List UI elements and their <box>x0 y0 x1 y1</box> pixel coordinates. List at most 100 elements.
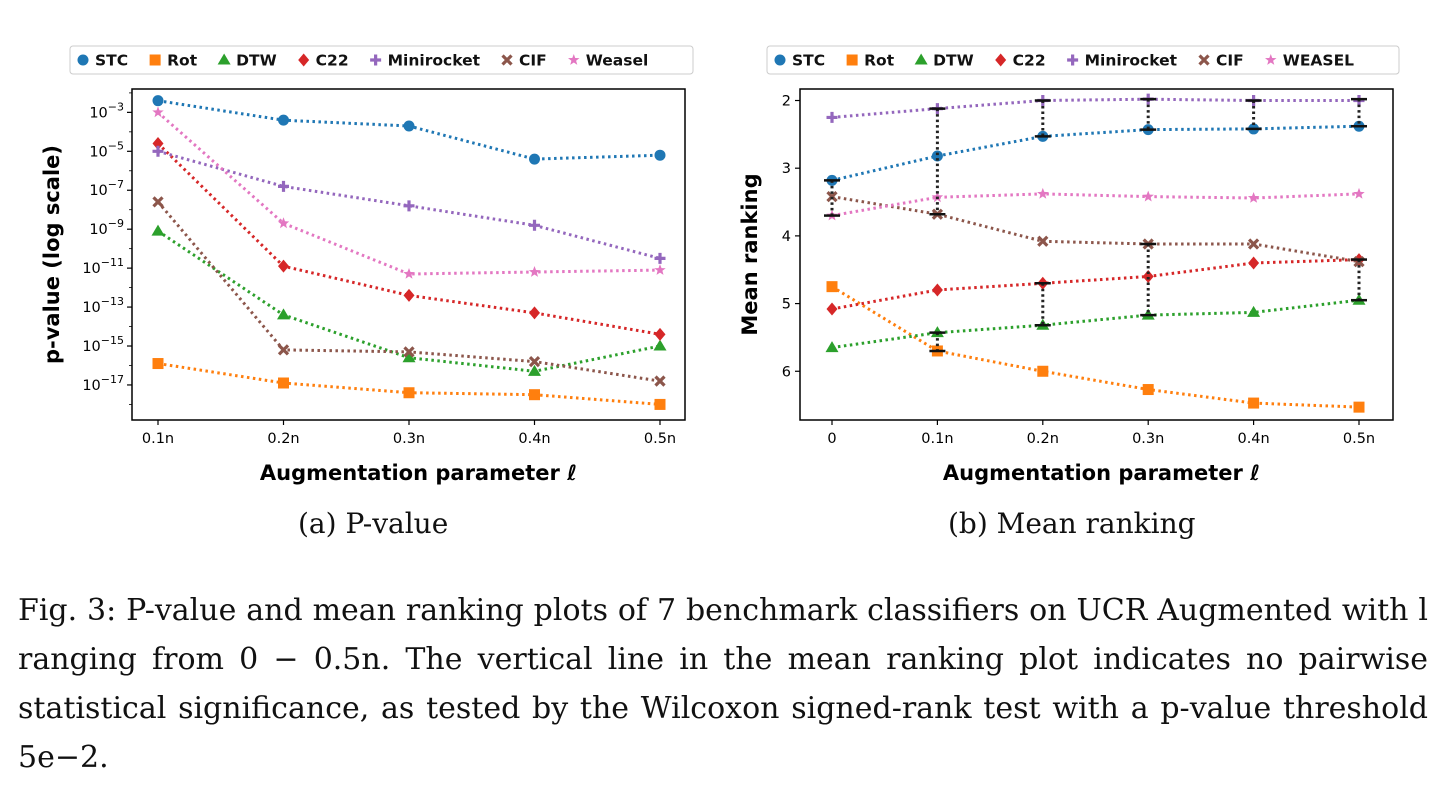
legend-marker-rot <box>846 54 858 66</box>
data-point-dtw <box>653 339 667 351</box>
data-point-dtw <box>277 308 290 320</box>
mean-ranking-chart-svg: STC Rot DTW C22 Minirocket CIF WEASEL 2 3 4 5 6 0 0.1… <box>738 45 1400 485</box>
x-axis-label: Augmentation parameter ℓ <box>260 461 577 485</box>
data-point-rot <box>529 389 540 401</box>
data-point-weasel <box>403 268 415 279</box>
y-tick-label: 6 <box>782 364 791 380</box>
data-point-rot <box>1248 397 1260 409</box>
data-point-c22 <box>1142 269 1154 283</box>
data-point-weasel <box>654 264 666 275</box>
data-point-cif <box>403 346 415 358</box>
legend-label-dtw: DTW <box>236 52 277 70</box>
legend-marker-stc <box>77 54 89 66</box>
legend-marker-dtw <box>914 53 928 65</box>
y-tick-label: 10−11 <box>82 256 124 277</box>
data-point-cif <box>152 196 164 208</box>
data-point-minirocket <box>403 200 415 212</box>
data-point-rot <box>1142 384 1154 396</box>
data-point-minirocket <box>529 219 540 231</box>
data-point-minirocket <box>826 111 838 123</box>
series-line-c22 <box>831 258 1360 311</box>
y-axis-label: p-value (log scale) <box>40 145 64 364</box>
data-point-cif <box>277 344 290 356</box>
data-point-c22 <box>1248 256 1260 270</box>
data-point-c22 <box>529 306 540 320</box>
series-rot <box>826 281 1365 413</box>
legend-label-cif: CIF <box>519 52 547 70</box>
p-value-chart: STC Rot DTW C22 Minirocket CIF Weasel 10−3 10−5 1… <box>40 40 720 490</box>
data-point-rot <box>654 398 666 410</box>
data-point-cif <box>528 355 541 368</box>
y-tick-label: 3 <box>782 161 791 177</box>
legend-marker-cif <box>501 54 513 66</box>
y-tick-label: 4 <box>782 229 791 245</box>
data-point-weasel <box>528 266 541 277</box>
y-tick-label: 10−15 <box>82 334 124 355</box>
plot-frame <box>799 88 1394 421</box>
plot-frame <box>131 88 686 421</box>
data-point-stc <box>403 120 415 132</box>
series-line-dtw <box>831 298 1360 350</box>
data-point-rot <box>1037 365 1049 377</box>
series-weasel <box>826 187 1365 221</box>
series-line-weasel <box>157 111 661 276</box>
series-c22 <box>826 253 1365 316</box>
y-axis-label: Mean ranking <box>738 173 762 335</box>
data-point-c22 <box>826 302 838 316</box>
data-point-c22 <box>278 259 289 273</box>
data-point-dtw <box>402 351 416 363</box>
data-point-weasel <box>1353 187 1365 199</box>
y-tick-label: 5 <box>782 297 791 313</box>
data-point-weasel <box>1247 192 1260 203</box>
x-tick-label: 0.5n <box>1343 431 1375 447</box>
y-tick-label: 10−9 <box>89 217 124 238</box>
p-value-chart-svg: STC Rot DTW C22 Minirocket CIF Weasel 10−3 10−5 1… <box>40 45 694 485</box>
legend-marker-rot <box>149 54 161 66</box>
data-point-rot <box>403 387 415 399</box>
series-stc <box>152 95 666 165</box>
data-point-rot <box>826 281 838 293</box>
legend-label-c22: C22 <box>316 52 349 70</box>
subcaption-b: (b) Mean ranking <box>948 507 1196 540</box>
data-point-dtw <box>528 364 541 376</box>
series-line-rot <box>831 285 1360 409</box>
data-point-stc <box>278 114 289 126</box>
y-tick-label: 10−13 <box>82 295 124 316</box>
x-tick-label: 0.3n <box>393 431 425 447</box>
series-weasel <box>152 106 666 279</box>
data-point-cif <box>1037 235 1049 247</box>
legend-marker-c22 <box>298 53 310 67</box>
series-line-weasel <box>831 192 1360 218</box>
x-tick-label: 0.3n <box>1132 431 1164 447</box>
x-tick-label: 0.4n <box>1237 431 1269 447</box>
data-point-cif <box>1247 238 1260 250</box>
x-tick-label: 0.4n <box>518 431 550 447</box>
mean-ranking-chart: STC Rot DTW C22 Minirocket CIF WEASEL 2 3 4 5 6 0 0.1… <box>735 40 1435 490</box>
data-point-rot <box>152 358 164 370</box>
series-line-minirocket <box>157 149 661 260</box>
data-point-dtw <box>825 341 839 353</box>
data-point-weasel <box>152 106 164 118</box>
series-dtw <box>151 224 667 376</box>
series-stc <box>826 120 1365 186</box>
legend: STC Rot DTW C22 Minirocket CIF Weasel <box>69 45 694 75</box>
data-point-stc <box>931 150 943 162</box>
data-point-dtw <box>151 224 165 236</box>
series-dtw <box>825 293 1366 353</box>
legend-marker-cif <box>1198 54 1210 66</box>
legend-label-minirocket: Minirocket <box>388 52 481 70</box>
x-tick-label: 0.2n <box>1027 431 1059 447</box>
legend-frame <box>766 45 1400 75</box>
data-point-stc <box>152 95 164 107</box>
legend-label-stc: STC <box>95 52 128 70</box>
series-line-stc <box>831 124 1360 182</box>
series-line-minirocket <box>831 97 1359 119</box>
series-cif <box>152 196 666 387</box>
data-point-weasel <box>1037 187 1049 199</box>
data-point-weasel <box>1142 190 1154 202</box>
legend-label-stc: STC <box>792 52 825 70</box>
series-cif <box>826 190 1365 268</box>
legend-marker-dtw <box>217 53 231 65</box>
data-point-dtw <box>1247 305 1261 317</box>
nonsignificance-bars <box>824 97 1367 353</box>
